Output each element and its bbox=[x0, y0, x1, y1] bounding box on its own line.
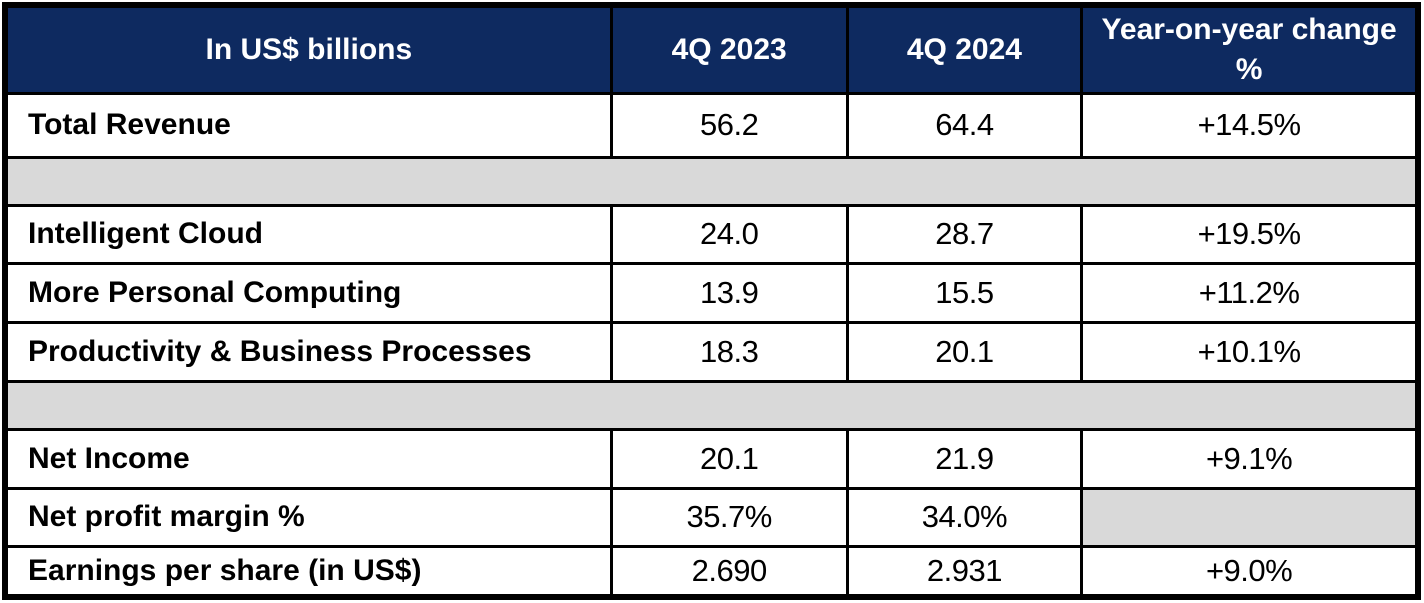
value-4q2024: 15.5 bbox=[845, 262, 1084, 325]
spacer-band bbox=[2, 155, 1421, 207]
value-yoy: +14.5% bbox=[1080, 91, 1420, 159]
spacer-row bbox=[2, 379, 1421, 431]
value-4q2023: 24.0 bbox=[609, 203, 849, 266]
row-net-profit-margin: Net profit margin % 35.7% 34.0% bbox=[3, 486, 1420, 549]
value-yoy: +9.1% bbox=[1080, 427, 1420, 490]
row-label: Intelligent Cloud bbox=[3, 203, 613, 266]
row-label: Total Revenue bbox=[3, 91, 613, 159]
header-4q-2023: 4Q 2023 bbox=[609, 3, 849, 95]
value-4q2024: 21.9 bbox=[845, 427, 1084, 490]
row-productivity-business-processes: Productivity & Business Processes 18.3 2… bbox=[3, 321, 1420, 383]
value-yoy: +11.2% bbox=[1080, 262, 1420, 325]
row-label: Net Income bbox=[3, 427, 613, 490]
value-4q2023: 20.1 bbox=[609, 427, 849, 490]
value-yoy: +9.0% bbox=[1080, 545, 1420, 599]
row-label: Earnings per share (in US$) bbox=[3, 545, 613, 599]
row-label: More Personal Computing bbox=[3, 262, 613, 325]
value-4q2023: 56.2 bbox=[609, 91, 849, 159]
header-yoy-change: Year-on-year change % bbox=[1080, 3, 1420, 95]
row-intelligent-cloud: Intelligent Cloud 24.0 28.7 +19.5% bbox=[3, 203, 1420, 266]
value-4q2024: 64.4 bbox=[845, 91, 1084, 159]
header-metric-column: In US$ billions bbox=[3, 3, 613, 95]
value-4q2023: 2.690 bbox=[609, 545, 849, 599]
value-4q2024: 2.931 bbox=[845, 545, 1084, 599]
row-net-income: Net Income 20.1 21.9 +9.1% bbox=[3, 427, 1420, 490]
value-4q2023: 18.3 bbox=[609, 321, 849, 383]
value-4q2023: 13.9 bbox=[609, 262, 849, 325]
header-4q-2024: 4Q 2024 bbox=[845, 3, 1084, 95]
value-yoy: +19.5% bbox=[1080, 203, 1420, 266]
row-total-revenue: Total Revenue 56.2 64.4 +14.5% bbox=[3, 91, 1420, 159]
row-earnings-per-share: Earnings per share (in US$) 2.690 2.931 … bbox=[3, 545, 1420, 599]
row-more-personal-computing: More Personal Computing 13.9 15.5 +11.2% bbox=[3, 262, 1420, 325]
value-4q2024: 28.7 bbox=[845, 203, 1084, 266]
table-header-row: In US$ billions 4Q 2023 4Q 2024 Year-on-… bbox=[3, 3, 1420, 95]
row-label: Net profit margin % bbox=[3, 486, 613, 549]
empty-yoy-cell bbox=[1080, 486, 1420, 549]
value-4q2023: 35.7% bbox=[609, 486, 849, 549]
spacer-band bbox=[2, 379, 1421, 431]
value-yoy: +10.1% bbox=[1080, 321, 1420, 383]
spacer-row bbox=[2, 155, 1421, 207]
value-4q2024: 34.0% bbox=[845, 486, 1084, 549]
row-label: Productivity & Business Processes bbox=[3, 321, 613, 383]
value-4q2024: 20.1 bbox=[845, 321, 1084, 383]
